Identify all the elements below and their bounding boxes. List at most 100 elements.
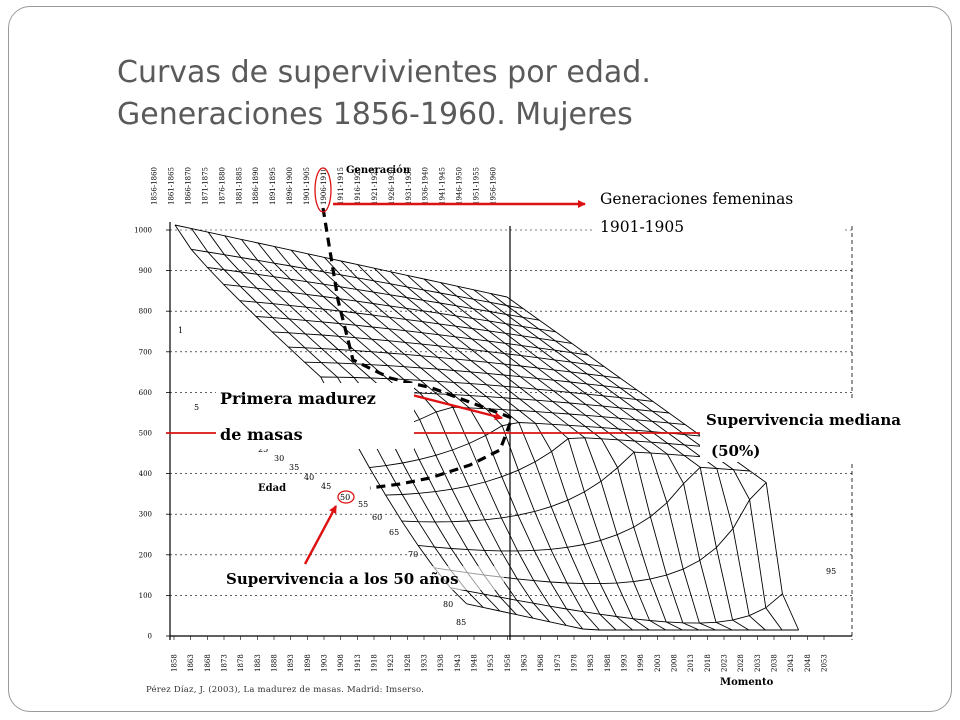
surface-age-line xyxy=(401,451,734,523)
time-tick-label: 2013 xyxy=(687,654,695,672)
generation-label: 1911-1915 xyxy=(337,167,345,205)
generation-callout-line-2: 1901-1905 xyxy=(600,218,684,236)
generation-label: 1906-1910 xyxy=(320,167,328,205)
generation-label: 1871-1875 xyxy=(201,167,209,205)
surface-age-line xyxy=(450,587,783,624)
time-tick-label: 2028 xyxy=(737,654,745,672)
source-citation: Pérez Díaz, J. (2003), La madurez de mas… xyxy=(146,685,425,695)
age-label: 45 xyxy=(321,482,331,491)
time-tick-label: 1878 xyxy=(237,654,245,672)
generation-label: 1896-1900 xyxy=(286,167,294,205)
time-tick-label: 1938 xyxy=(437,654,445,672)
slide-title: Curvas de supervivientes por edad. Gener… xyxy=(117,52,651,136)
age-label: 85 xyxy=(456,618,466,627)
age-50-highlight-circle xyxy=(337,490,355,504)
time-tick-label: 1923 xyxy=(387,654,395,672)
time-tick-label: 1963 xyxy=(521,654,529,672)
first-maturity-label-box xyxy=(216,383,414,449)
time-tick-label: 1873 xyxy=(221,654,229,672)
time-tick-label: 2023 xyxy=(721,654,729,672)
y-axis-ticks: 0 100 200 300 400 500 600 700 800 900 1000 xyxy=(134,227,170,641)
generation-label: 1891-1895 xyxy=(269,167,277,205)
surface-age-line xyxy=(320,376,653,402)
time-tick-label: 1968 xyxy=(537,654,545,672)
surface-age-line xyxy=(417,466,751,552)
age-label: 95 xyxy=(826,567,836,576)
generation-label: 1921-1925 xyxy=(371,167,379,205)
time-tick-label: 1863 xyxy=(187,654,195,672)
generation-axis-title: Generación xyxy=(346,165,411,176)
title-line-2: Generaciones 1856-1960. Mujeres xyxy=(117,97,633,132)
generation-label: 1956-1960 xyxy=(490,167,498,205)
time-tick-label: 1908 xyxy=(337,654,345,672)
y-tick-label: 200 xyxy=(139,551,152,559)
time-tick-label: 2018 xyxy=(704,654,712,672)
median-survival-label-box xyxy=(700,400,950,462)
surface-age-line xyxy=(369,422,702,469)
generation-label: 1876-1880 xyxy=(218,167,226,205)
time-tick-label: 1933 xyxy=(421,654,429,672)
generation-label: 1926-1930 xyxy=(388,167,396,205)
y-tick-label: 800 xyxy=(139,308,152,316)
surface-age-line xyxy=(191,248,524,310)
time-tick-label: 1998 xyxy=(637,654,645,672)
generation-label: 1901-1905 xyxy=(303,167,311,205)
generation-1906-1910-highlight-circle xyxy=(314,167,332,213)
first-maturity-arrow xyxy=(411,393,503,421)
age-label: 35 xyxy=(289,463,299,472)
generation-label: 1951-1955 xyxy=(473,167,481,205)
age-label: 60 xyxy=(372,513,382,522)
time-tick-label: 1978 xyxy=(571,654,579,672)
generation-callout-line-1: Generaciones femeninas xyxy=(600,190,793,208)
age-label: 50 xyxy=(340,493,350,502)
survival-at-50-label-box xyxy=(222,566,504,590)
time-tick-label: 2033 xyxy=(754,654,762,672)
generation-label: 1886-1890 xyxy=(252,167,260,205)
surface-age-line xyxy=(304,361,637,391)
median-survival-label-line-1: Supervivencia mediana xyxy=(706,411,901,429)
time-tick-label: 1918 xyxy=(371,654,379,672)
time-tick-label: 1913 xyxy=(354,654,362,672)
generation-label: 1881-1885 xyxy=(235,167,243,205)
surface-age-line xyxy=(255,316,589,356)
generation-labels: 1856-1860 1861-1865 1866-1870 1871-1875 1876… xyxy=(151,167,498,205)
age-label: 70 xyxy=(408,550,418,559)
surface-age-line xyxy=(272,331,605,368)
time-tick-label: 2048 xyxy=(804,654,812,672)
slide-frame xyxy=(8,6,952,712)
y-tick-label: 700 xyxy=(139,348,152,356)
time-tick-label: 2003 xyxy=(654,654,662,672)
generation-label: 1916-1920 xyxy=(354,167,362,205)
age-label: 55 xyxy=(358,500,368,509)
median-survival-label-line-2: (50%) xyxy=(711,442,760,460)
time-axis-labels: 1858 1863 1868 1873 1878 1883 1888 1893 1898 1903… xyxy=(171,636,829,672)
generation-label: 1946-1950 xyxy=(456,167,464,205)
generation-label: 1941-1945 xyxy=(439,167,447,205)
surface-age-line xyxy=(385,437,718,496)
time-tick-label: 1903 xyxy=(321,654,329,672)
survival-at-50-label: Supervivencia a los 50 años xyxy=(226,570,459,588)
time-tick-label: 2008 xyxy=(671,654,679,672)
time-tick-label: 1953 xyxy=(487,654,495,672)
age-label: 5 xyxy=(194,403,199,412)
title-line-1: Curvas de supervivientes por edad. xyxy=(117,55,651,90)
time-tick-label: 2038 xyxy=(771,654,779,672)
age-label: 1 xyxy=(178,326,183,335)
y-tick-label: 600 xyxy=(139,389,152,397)
age-label: 30 xyxy=(274,454,284,463)
generation-label: 1856-1860 xyxy=(151,167,159,205)
generation-callout-box xyxy=(594,184,842,240)
y-tick-label: 500 xyxy=(139,430,152,438)
surface-age-line xyxy=(174,224,508,298)
first-maturity-label-line-1: Primera madurez xyxy=(220,389,376,408)
survival-at-50-arrow xyxy=(303,505,338,565)
y-tick-label: 0 xyxy=(148,633,152,641)
time-tick-label: 1883 xyxy=(254,654,262,672)
surface-age-line xyxy=(239,300,572,344)
age-label: 25 xyxy=(258,445,268,454)
y-tick-label: 1000 xyxy=(134,227,152,235)
time-tick-label: 1958 xyxy=(504,654,512,672)
generation-label: 1931-1935 xyxy=(405,167,413,205)
y-tick-label: 100 xyxy=(139,592,152,600)
